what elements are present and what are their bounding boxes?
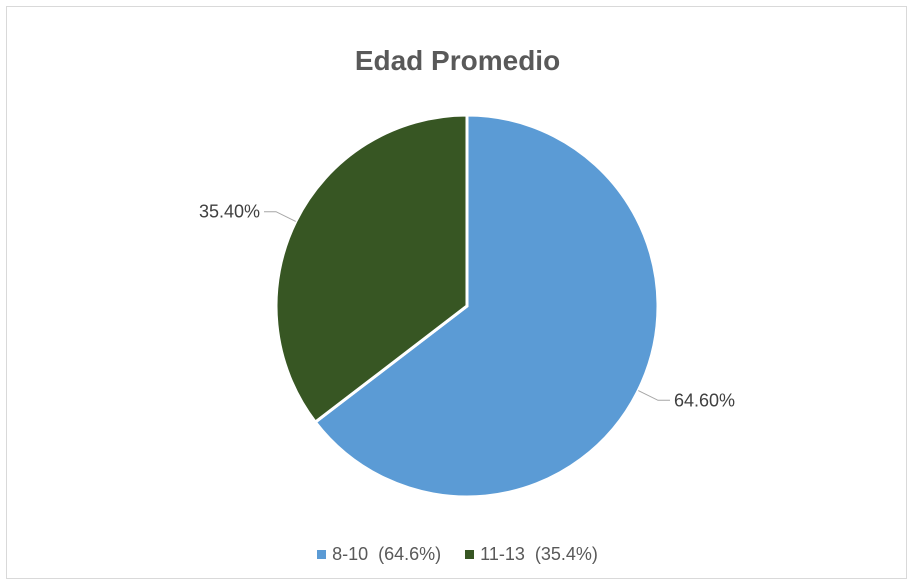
data-label-8-10: 64.60% (674, 390, 735, 410)
pie-chart: 64.60% 35.40% (199, 113, 735, 499)
pie-slice-8-10 (313, 113, 660, 499)
legend: 8-10 (64.6%) 11-13 (35.4%) (7, 544, 908, 565)
legend-item-11-13: 11-13 (35.4%) (465, 544, 598, 565)
leader-line-11-13 (264, 211, 296, 222)
legend-item-8-10: 8-10 (64.6%) (317, 544, 441, 565)
chart-area: Edad Promedio 64.60% 35.40% 8-10 (64.6%) … (6, 6, 907, 579)
data-label-11-13: 35.40% (199, 202, 260, 222)
legend-label-8-10: 8-10 (64.6%) (332, 544, 442, 564)
chart-title: Edad Promedio (354, 45, 561, 76)
legend-label-11-13: 11-13 (35.4%) (480, 544, 598, 564)
leader-line-8-10 (638, 390, 670, 401)
pie-slice-11-13 (274, 113, 469, 425)
legend-swatch-8-10 (317, 550, 327, 559)
legend-swatch-11-13 (465, 550, 475, 559)
